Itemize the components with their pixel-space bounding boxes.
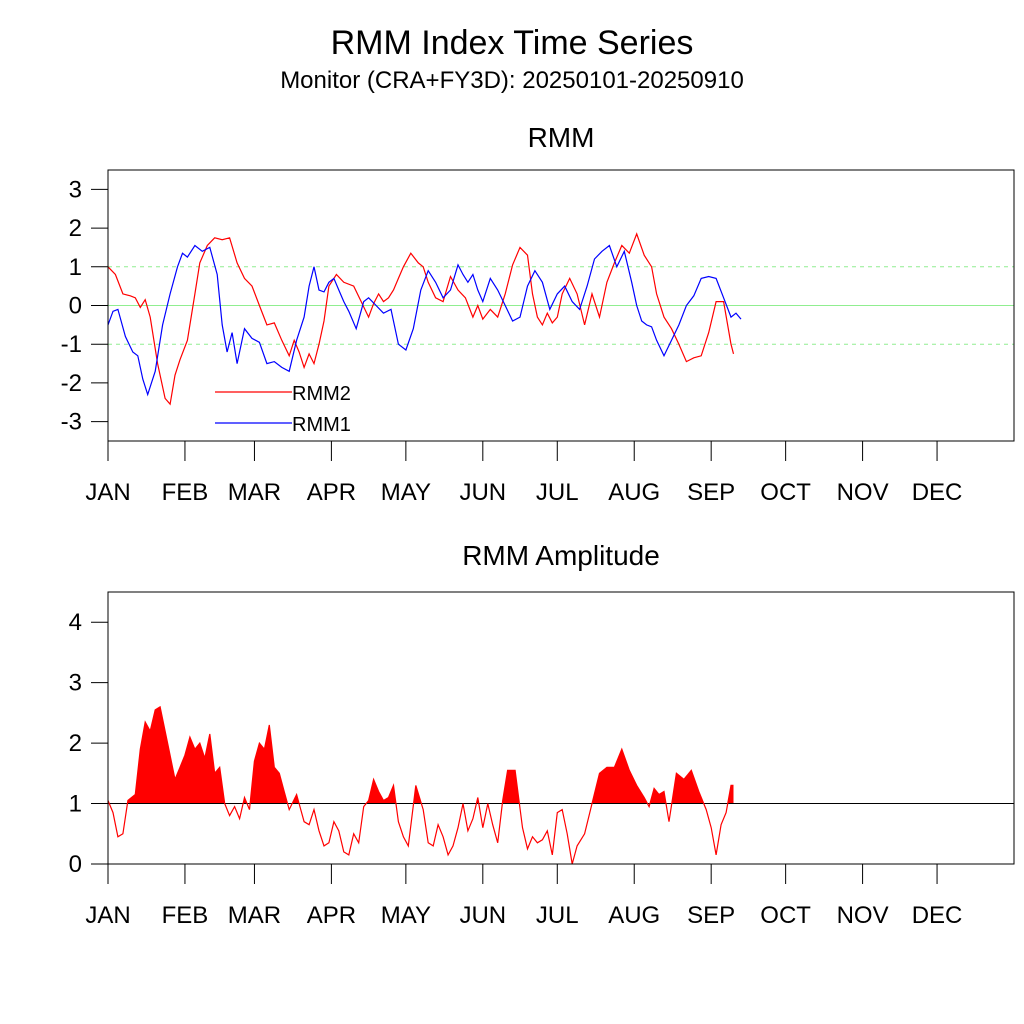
amplitude-fill-above-threshold — [727, 785, 734, 804]
amplitude-plot-frame — [107, 591, 1015, 865]
legend-rmm2-label: RMM2 — [292, 383, 351, 405]
amplitude-fill-above-threshold — [649, 788, 666, 804]
rmm-x-tick-label-nov: NOV — [837, 479, 889, 506]
amplitude-panel-title: RMM Amplitude — [462, 540, 660, 571]
rmm-x-tick-label-dec: DEC — [912, 479, 963, 506]
rmm-y-tick-label: -2 — [61, 370, 82, 397]
amplitude-x-tick-label-apr: APR — [307, 902, 356, 929]
amplitude-y-tick-label: 3 — [69, 670, 82, 697]
rmm-panel-title: RMM — [528, 122, 595, 153]
rmm-y-tick-label: 0 — [69, 293, 82, 320]
rmm-x-tick-label-jan: JAN — [85, 479, 130, 506]
rmm-series-rmm2-line — [107, 232, 735, 406]
amplitude-y-tick-label: 4 — [69, 609, 82, 636]
amplitude-x-tick-label-jul: JUL — [536, 902, 579, 929]
rmm-x-tick-label-feb: FEB — [162, 479, 209, 506]
rmm-x-tick-label-oct: OCT — [760, 479, 811, 506]
amplitude-x-tick-label-aug: AUG — [608, 902, 660, 929]
amplitude-series-amplitude-line — [107, 705, 734, 865]
amplitude-fill-above-threshold — [250, 724, 288, 804]
rmm-y-tick-label: -1 — [61, 331, 82, 358]
amplitude-y-tick-label: 1 — [69, 791, 82, 818]
amplitude-x-tick-label-mar: MAR — [228, 902, 281, 929]
rmm-x-tick-label-apr: APR — [307, 479, 356, 506]
rmm-x-tick-label-sep: SEP — [687, 479, 735, 506]
rmm-y-tick-label: 3 — [69, 176, 82, 203]
amplitude-x-tick-label-may: MAY — [381, 902, 431, 929]
amplitude-y-tick-label: 2 — [69, 730, 82, 757]
amplitude-x-tick-label-jan: JAN — [85, 902, 130, 929]
rmm-series-rmm1-line — [107, 244, 742, 397]
amplitude-x-tick-label-sep: SEP — [687, 902, 735, 929]
rmm-x-tick-label-jul: JUL — [536, 479, 579, 506]
amplitude-fill-above-threshold — [487, 770, 520, 804]
figure-title: RMM Index Time Series — [331, 24, 694, 62]
amplitude-x-tick-label-oct: OCT — [760, 902, 811, 929]
rmm-x-tick-label-aug: AUG — [608, 479, 660, 506]
figure-subtitle: Monitor (CRA+FY3D): 20250101-20250910 — [280, 67, 744, 94]
legend-rmm1-label: RMM1 — [292, 414, 351, 436]
rmm-y-tick-label: -3 — [61, 409, 82, 436]
amplitude-fill-above-threshold — [592, 749, 648, 804]
rmm-x-tick-label-may: MAY — [381, 479, 431, 506]
rmm-legend: RMM2 RMM1 — [215, 383, 351, 436]
rmm-panel: RMM 3 2 1 0 -1 -2 -3 JAN FEB MAR APR MAY JUN JUL AUG SE… — [61, 122, 1015, 506]
amplitude-fill-above-threshold — [671, 770, 704, 804]
rmm-y-tick-label: 1 — [69, 254, 82, 281]
rmm-x-tick-label-jun: JUN — [459, 479, 506, 506]
amplitude-x-tick-label-jun: JUN — [459, 902, 506, 929]
amplitude-fill-above-threshold — [462, 797, 479, 804]
amplitude-x-tick-label-nov: NOV — [837, 902, 889, 929]
amplitude-fill-above-threshold — [127, 706, 248, 804]
amplitude-x-tick-label-dec: DEC — [912, 902, 963, 929]
rmm-y-tick-label: 2 — [69, 215, 82, 242]
amplitude-y-tick-label: 0 — [69, 851, 82, 878]
amplitude-x-tick-label-feb: FEB — [162, 902, 209, 929]
rmm-x-tick-label-mar: MAR — [228, 479, 281, 506]
